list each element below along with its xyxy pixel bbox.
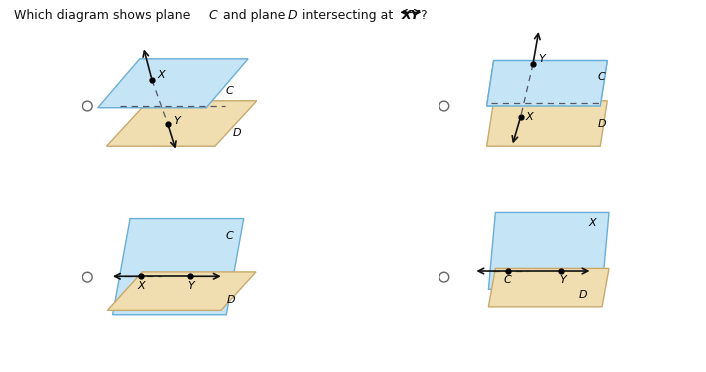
Text: C: C bbox=[598, 72, 606, 82]
Text: D: D bbox=[232, 128, 241, 138]
Text: and plane: and plane bbox=[219, 9, 289, 22]
Text: X: X bbox=[138, 280, 145, 291]
Text: intersecting at: intersecting at bbox=[298, 9, 397, 22]
Text: Y: Y bbox=[187, 280, 193, 291]
Polygon shape bbox=[486, 61, 607, 106]
Text: Y: Y bbox=[559, 275, 566, 285]
Text: X: X bbox=[157, 70, 164, 80]
Text: X: X bbox=[589, 218, 597, 228]
Text: X: X bbox=[526, 112, 534, 122]
Text: Y: Y bbox=[173, 115, 180, 125]
Polygon shape bbox=[113, 219, 244, 315]
Polygon shape bbox=[489, 212, 609, 289]
Text: C: C bbox=[208, 9, 217, 22]
Polygon shape bbox=[486, 61, 607, 106]
Text: D: D bbox=[598, 119, 606, 129]
Text: Y: Y bbox=[538, 54, 545, 64]
Polygon shape bbox=[486, 101, 607, 146]
Text: ?: ? bbox=[420, 9, 426, 22]
Text: Which diagram shows plane: Which diagram shows plane bbox=[14, 9, 194, 22]
Text: C: C bbox=[225, 231, 233, 241]
Polygon shape bbox=[107, 272, 256, 310]
Polygon shape bbox=[489, 269, 609, 307]
Text: D: D bbox=[288, 9, 298, 22]
Text: C: C bbox=[503, 275, 511, 285]
Text: XY: XY bbox=[402, 9, 420, 22]
Text: C: C bbox=[225, 86, 233, 96]
Text: D: D bbox=[578, 290, 587, 300]
Text: D: D bbox=[227, 295, 236, 305]
Polygon shape bbox=[97, 59, 248, 108]
Polygon shape bbox=[107, 101, 257, 146]
